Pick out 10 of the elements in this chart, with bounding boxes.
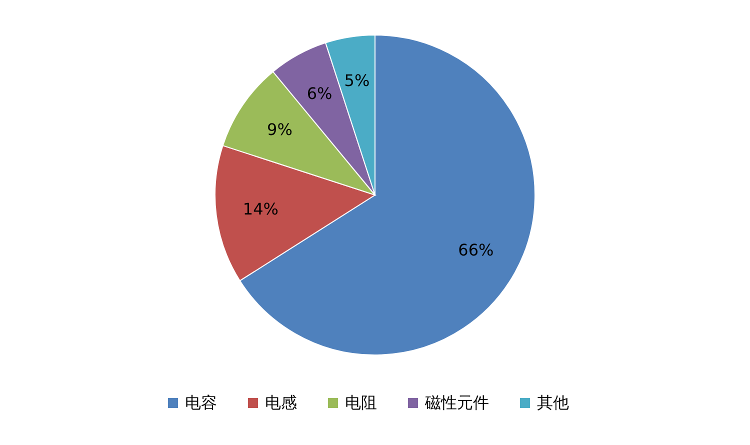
data-label: 5% <box>344 71 370 90</box>
legend-label: 电阻 <box>345 393 377 412</box>
legend-label: 电容 <box>185 393 217 412</box>
data-label: 6% <box>306 84 332 104</box>
data-label: 14% <box>242 199 278 218</box>
legend-label: 电感 <box>265 393 297 412</box>
data-label: 66% <box>458 240 494 260</box>
legend-label: 磁性元件 <box>424 393 489 412</box>
legend-label: 其他 <box>537 393 569 412</box>
data-label: 9% <box>267 120 292 140</box>
